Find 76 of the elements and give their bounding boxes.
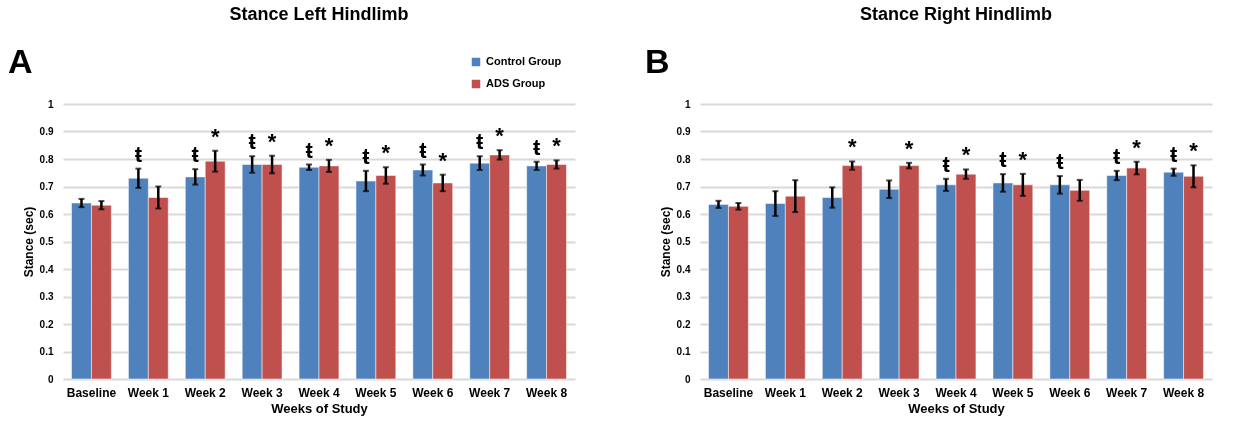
y-tick-label: 0.9 <box>676 126 691 137</box>
chart-title: Stance Right Hindlimb <box>859 4 1053 24</box>
y-tick-label: 0.7 <box>39 181 54 192</box>
annotation: * <box>904 135 914 161</box>
x-tick-label: Baseline <box>66 385 117 400</box>
x-axis-title: Weeks of Study <box>271 400 369 416</box>
y-tick-label: 0.6 <box>676 208 691 220</box>
x-tick-label: Week 2 <box>821 385 864 400</box>
annotation: ŧ <box>999 147 1008 173</box>
legend-label: ADS Group <box>486 77 546 89</box>
annotation: ŧ <box>476 129 485 155</box>
annotation: * <box>495 123 505 149</box>
annotation: * <box>381 140 391 166</box>
y-tick-label: 0 <box>684 373 691 385</box>
annotation: * <box>267 128 277 154</box>
y-tick-label: 0.1 <box>39 346 54 357</box>
x-tick-label: Baseline <box>703 385 754 400</box>
y-tick-label: 1 <box>684 98 691 110</box>
annotation: ŧ <box>532 134 541 160</box>
x-tick-label: Week 2 <box>184 385 227 400</box>
y-axis-title: Stance (sec) <box>21 206 36 278</box>
annotation: ŧ <box>1169 141 1178 167</box>
y-tick-label: 0.1 <box>676 346 691 357</box>
annotation: ŧ <box>1113 143 1122 169</box>
annotation: * <box>961 142 971 168</box>
x-tick-label: Week 7 <box>1106 385 1148 400</box>
y-tick-label: 0.9 <box>39 126 54 137</box>
x-tick-label: Week 3 <box>878 385 921 400</box>
y-tick-label: 0.7 <box>676 181 691 192</box>
x-tick-label: Week 3 <box>241 385 284 400</box>
y-tick-label: 0.8 <box>39 153 54 165</box>
x-tick-label: Week 6 <box>412 385 454 400</box>
y-tick-label: 0.2 <box>39 318 54 330</box>
y-tick-label: 1 <box>47 98 54 110</box>
legend-label: Control Group <box>486 55 562 67</box>
y-tick-label: 0.3 <box>676 291 691 302</box>
annotation: * <box>324 132 334 158</box>
x-tick-label: Week 5 <box>355 385 397 400</box>
annotation: * <box>552 133 562 159</box>
text: A <box>8 42 33 80</box>
annotation: * <box>1189 138 1199 164</box>
annotation: ŧ <box>1056 149 1065 175</box>
y-tick-label: 0.6 <box>39 208 54 220</box>
x-tick-label: Week 1 <box>764 385 807 400</box>
x-tick-label: Week 1 <box>127 385 170 400</box>
x-axis-title: Weeks of Study <box>908 400 1006 416</box>
x-tick-label: Week 8 <box>1162 385 1205 400</box>
y-tick-label: 0.4 <box>39 263 54 275</box>
y-tick-label: 0.4 <box>676 263 691 275</box>
x-tick-label: Week 7 <box>469 385 511 400</box>
annotation: ŧ <box>419 137 428 163</box>
y-tick-label: 0.5 <box>676 236 691 247</box>
annotation: * <box>438 147 448 173</box>
y-tick-label: 0.2 <box>676 318 691 330</box>
annotation: ŧ <box>248 129 257 155</box>
annotation: ŧ <box>942 151 951 177</box>
annotation: * <box>1018 146 1028 172</box>
x-tick-label: Week 8 <box>525 385 568 400</box>
annotation: * <box>847 134 857 160</box>
text: B <box>645 42 670 80</box>
y-tick-label: 0.5 <box>39 236 54 247</box>
y-tick-label: 0 <box>47 373 54 385</box>
annotation: ŧ <box>134 141 143 167</box>
annotation: ŧ <box>305 137 314 163</box>
chart-title: Stance Left Hindlimb <box>229 4 409 24</box>
annotation: ŧ <box>362 143 371 169</box>
x-tick-label: Week 4 <box>935 385 977 400</box>
x-tick-label: Week 6 <box>1049 385 1091 400</box>
annotation: * <box>210 123 220 149</box>
y-axis-title: Stance (sec) <box>658 206 673 278</box>
y-tick-label: 0.8 <box>676 153 691 165</box>
y-tick-label: 0.3 <box>39 291 54 302</box>
annotation: ŧ <box>191 142 200 168</box>
x-tick-label: Week 5 <box>992 385 1034 400</box>
annotation: * <box>1132 134 1142 160</box>
x-tick-label: Week 4 <box>298 385 340 400</box>
